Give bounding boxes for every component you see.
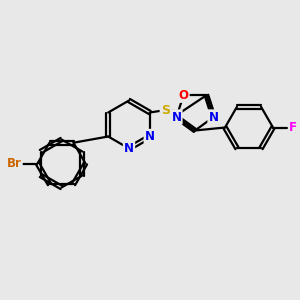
Text: N: N xyxy=(172,110,182,124)
Text: S: S xyxy=(161,103,170,117)
Text: N: N xyxy=(124,142,134,155)
Text: O: O xyxy=(178,89,188,102)
Text: F: F xyxy=(289,121,297,134)
Text: Br: Br xyxy=(7,157,22,170)
Text: N: N xyxy=(208,110,218,124)
Text: N: N xyxy=(145,130,155,143)
